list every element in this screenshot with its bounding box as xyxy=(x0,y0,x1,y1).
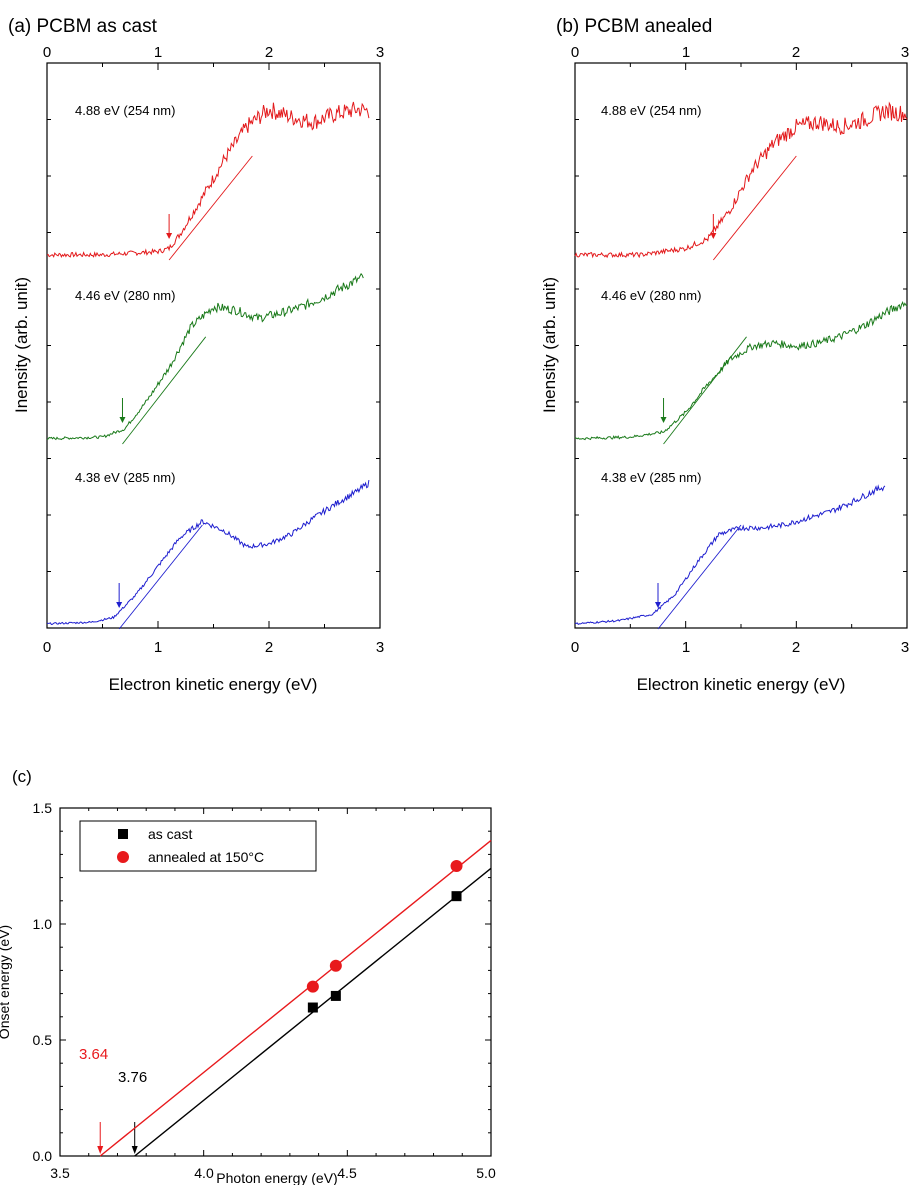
panel-b-traces xyxy=(574,101,908,630)
panel-c-ytick-3: 1.5 xyxy=(33,800,53,816)
onset-fit-line xyxy=(122,336,207,445)
onset-arrow-head xyxy=(655,602,661,608)
panel-c-xtick-0: 3.5 xyxy=(50,1165,70,1181)
spectrum-trace xyxy=(574,301,908,441)
panel-b-title: (b) PCBM anealed xyxy=(556,16,712,37)
panel-a-toptick-1: 1 xyxy=(154,44,162,61)
intercept-annealed-label: 3.64 xyxy=(79,1046,108,1063)
spectrum-trace xyxy=(574,101,908,259)
panel-c-xlabel: Photon energy (eV) xyxy=(216,1170,337,1185)
onset-fit-line xyxy=(712,155,797,261)
panel-b-xlabel: Electron kinetic energy (eV) xyxy=(637,675,846,694)
onset-fit-line xyxy=(168,155,253,261)
onset-fit-line xyxy=(663,336,747,445)
onset-arrow-head xyxy=(166,233,173,239)
panel-c-ytick-2: 1.0 xyxy=(33,916,53,932)
panel-b: (b) PCBM anealed 0 1 2 3 0 1 2 3 Electro… xyxy=(540,16,909,694)
panel-b-label-254: 4.88 eV (254 nm) xyxy=(601,103,701,118)
data-point-annealed xyxy=(450,860,463,872)
panel-a-title: (a) PCBM as cast xyxy=(8,16,158,37)
intercept-ascast-label: 3.76 xyxy=(118,1069,147,1086)
legend-annealed-marker xyxy=(117,851,129,863)
panel-b-label-280: 4.46 eV (280 nm) xyxy=(601,288,701,303)
spectrum-trace xyxy=(46,272,364,441)
panel-a-frame xyxy=(46,62,381,629)
panel-c-xtick-3: 5.0 xyxy=(476,1165,496,1181)
intercept-arrow-head xyxy=(97,1146,104,1154)
spectrum-trace xyxy=(574,484,886,626)
panel-c-title: (c) xyxy=(12,767,32,786)
panel-b-toptick-2: 2 xyxy=(792,44,800,61)
panel-c: (c) 0.0 0.5 1.0 1.5 3.5 4.0 4.5 5.0 Phot… xyxy=(0,767,496,1185)
panel-c-frame xyxy=(59,807,492,1157)
panel-b-ticks xyxy=(574,63,908,628)
panel-a-toptick-3: 3 xyxy=(376,44,384,61)
panel-c-ticks xyxy=(59,807,492,1157)
legend-as-cast-marker xyxy=(118,829,128,839)
panel-c-xtick-1: 4.0 xyxy=(194,1165,214,1181)
panel-c-ylabel: Onset energy (eV) xyxy=(0,925,12,1039)
panel-b-frame xyxy=(574,62,908,629)
panel-c-plot xyxy=(97,839,492,1157)
panel-a-traces xyxy=(46,101,370,630)
panel-c-ytick-0: 0.0 xyxy=(33,1148,53,1164)
panel-b-label-285: 4.38 eV (285 nm) xyxy=(601,470,701,485)
panel-a-xtick-0: 0 xyxy=(43,639,51,656)
panel-a-label-285: 4.38 eV (285 nm) xyxy=(75,470,175,485)
panel-a-ylabel: Inensity (arb. unit) xyxy=(12,277,31,413)
onset-arrow-head xyxy=(710,233,717,239)
panel-a-toptick-2: 2 xyxy=(265,44,273,61)
spectrum-trace xyxy=(46,101,370,258)
panel-a: (a) PCBM as cast 0 1 2 3 0 1 2 3 Electro… xyxy=(8,16,384,694)
panel-a-ticks xyxy=(46,63,381,628)
panel-a-label-280: 4.46 eV (280 nm) xyxy=(75,288,175,303)
onset-fit-line xyxy=(118,524,203,630)
panel-b-toptick-3: 3 xyxy=(901,44,909,61)
panel-a-xlabel: Electron kinetic energy (eV) xyxy=(109,675,318,694)
data-point-as-cast xyxy=(307,1002,318,1013)
onset-arrow-head xyxy=(116,602,123,608)
onset-arrow-head xyxy=(660,417,667,423)
panel-c-ytick-1: 0.5 xyxy=(33,1032,53,1048)
intercept-arrow-head xyxy=(131,1146,138,1154)
panel-a-toptick-0: 0 xyxy=(43,44,51,61)
panel-c-xtick-2: 4.5 xyxy=(337,1165,357,1181)
data-point-as-cast xyxy=(451,891,462,902)
panel-b-toptick-1: 1 xyxy=(682,44,690,61)
panel-b-xtick-0: 0 xyxy=(571,639,579,656)
panel-b-xtick-2: 2 xyxy=(792,639,800,656)
onset-arrow-head xyxy=(119,417,126,423)
panel-b-xtick-3: 3 xyxy=(901,639,909,656)
legend-as-cast-label: as cast xyxy=(148,826,192,842)
spectrum-trace xyxy=(46,480,370,626)
panel-b-xtick-1: 1 xyxy=(682,639,690,656)
panel-a-xtick-1: 1 xyxy=(154,639,162,656)
data-point-as-cast xyxy=(330,990,341,1001)
panel-a-xtick-3: 3 xyxy=(376,639,384,656)
fit-line xyxy=(99,839,492,1157)
panel-b-ylabel: Inensity (arb. unit) xyxy=(540,277,559,413)
panel-a-xtick-2: 2 xyxy=(265,639,273,656)
data-point-annealed xyxy=(329,959,342,972)
onset-fit-line xyxy=(657,524,742,630)
panel-a-label-254: 4.88 eV (254 nm) xyxy=(75,103,175,118)
panel-b-toptick-0: 0 xyxy=(571,44,579,61)
data-point-annealed xyxy=(306,980,319,993)
legend-annealed-label: annealed at 150°C xyxy=(148,849,264,865)
